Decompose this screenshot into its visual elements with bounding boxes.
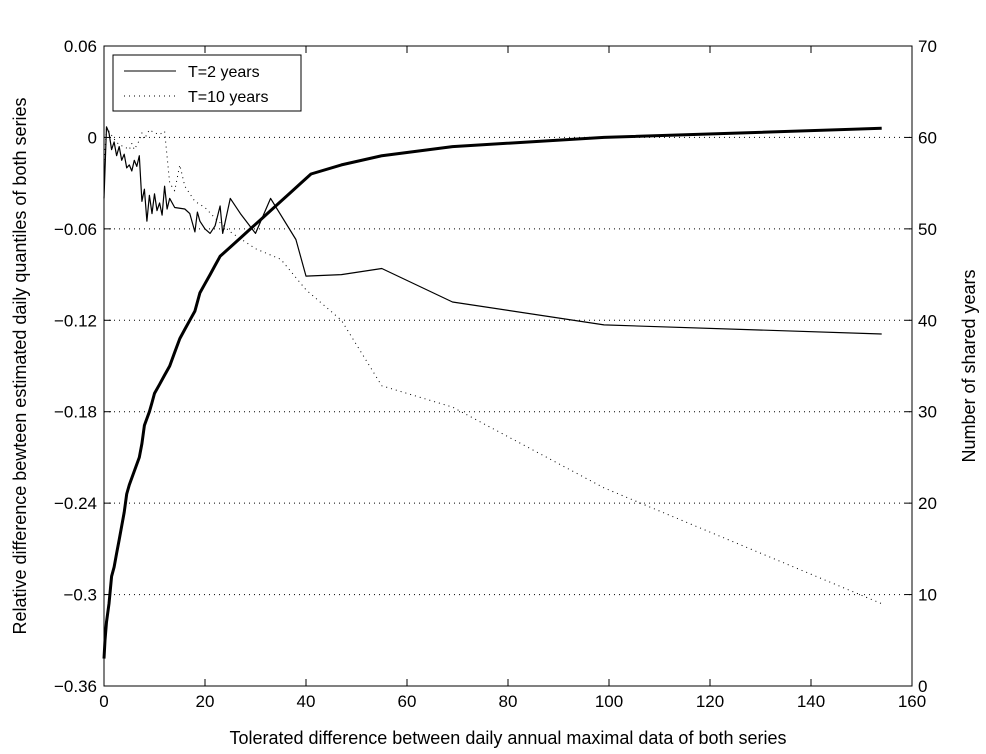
x-tick-label: 80: [499, 692, 518, 711]
axis-ticks: 0.06 0 −0.06 −0.12 −0.18 −0.24 −0.3 −0.36 70 60 50…: [54, 37, 937, 711]
y2-tick-label: 50: [918, 220, 937, 239]
x-tick-label: 140: [797, 692, 825, 711]
legend-label-t2: T=2 years: [188, 64, 260, 81]
y-tick-label: −0.36: [54, 677, 97, 696]
series-line-t2: [103, 126, 882, 335]
y2-tick-label: 60: [918, 128, 937, 147]
y-tick-label: −0.24: [54, 494, 97, 513]
y-tick-label: −0.06: [54, 220, 97, 239]
y-tick-label: 0: [88, 128, 97, 147]
x-axis-title: Tolerated difference between daily annua…: [229, 728, 786, 748]
y2-tick-label: 40: [918, 311, 937, 330]
legend-box: [112, 54, 302, 112]
x-tick-label: 40: [297, 692, 316, 711]
y-tick-label: 0.06: [64, 37, 97, 56]
legend-label-t10: T=10 years: [188, 89, 268, 106]
legend: T=2 years T=10 years: [112, 54, 302, 112]
series-line-shared-years: [102, 126, 882, 659]
x-tick-label: 20: [196, 692, 215, 711]
y2-tick-label: 20: [918, 494, 937, 513]
y-axis-title: Relative difference bewteen estimated da…: [10, 98, 30, 635]
y2-tick-label: 10: [918, 586, 937, 605]
plot-area: [104, 46, 912, 686]
y-tick-label: −0.3: [63, 586, 97, 605]
series-layer: [102, 126, 882, 659]
x-tick-label: 60: [398, 692, 417, 711]
y-tick-label: −0.12: [54, 311, 97, 330]
x-tick-label: 120: [696, 692, 724, 711]
y2-tick-label: 70: [918, 37, 937, 56]
series-line-t10: [103, 127, 882, 605]
x-tick-label: 0: [99, 692, 108, 711]
y2-tick-label: 0: [918, 677, 927, 696]
y2-axis-title: Number of shared years: [959, 269, 979, 462]
x-tick-label: 160: [898, 692, 926, 711]
y2-tick-label: 30: [918, 403, 937, 422]
x-tick-label: 100: [595, 692, 623, 711]
y-tick-label: −0.18: [54, 403, 97, 422]
